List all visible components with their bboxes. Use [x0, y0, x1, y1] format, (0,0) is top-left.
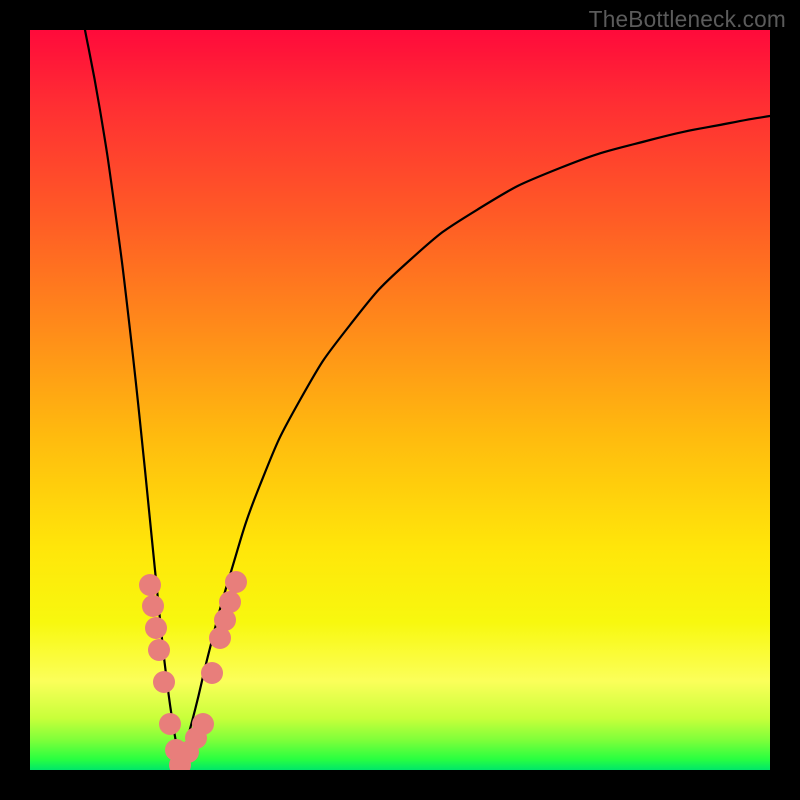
data-marker: [145, 617, 167, 639]
data-marker: [219, 591, 241, 613]
data-marker: [159, 713, 181, 735]
data-marker: [225, 571, 247, 593]
data-marker: [201, 662, 223, 684]
curve-layer: [30, 30, 770, 770]
data-marker: [148, 639, 170, 661]
data-marker: [153, 671, 175, 693]
watermark-text: TheBottleneck.com: [589, 6, 786, 33]
data-marker: [139, 574, 161, 596]
plot-area: [30, 30, 770, 770]
data-marker: [142, 595, 164, 617]
curve-right-branch: [180, 116, 770, 765]
data-markers: [139, 571, 247, 770]
chart-outer-frame: TheBottleneck.com: [0, 0, 800, 800]
data-marker: [192, 713, 214, 735]
